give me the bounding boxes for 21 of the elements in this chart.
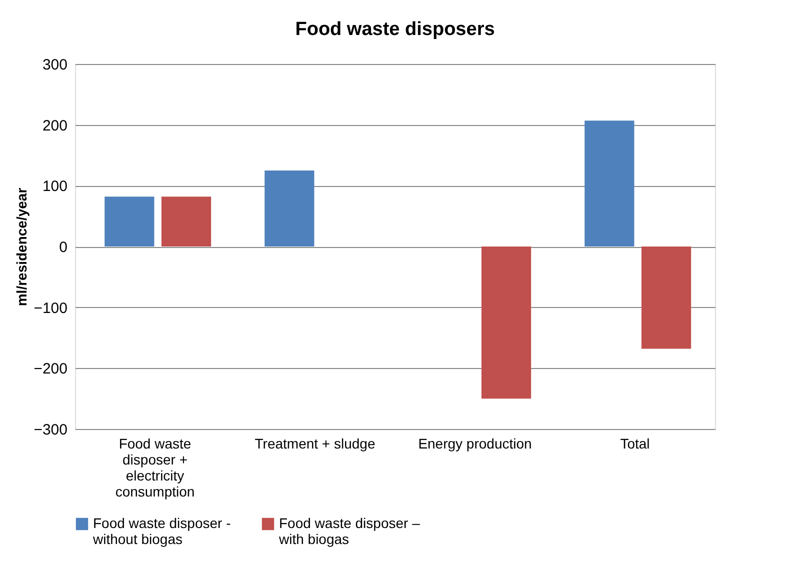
bar [584,120,634,246]
bar [161,196,212,246]
chart-title: Food waste disposers [295,19,495,40]
x-tick-label: Energy production [418,436,532,452]
y-tick-label: 0 [59,239,68,256]
y-axis-title: ml/residence/year [14,187,30,306]
legend-label: Food waste disposer - without biogas [92,515,232,547]
x-tick-label: Total [620,436,650,452]
bar [104,196,154,246]
bar [641,246,692,349]
y-tick-label: −200 [34,360,68,378]
x-tick-label: Treatment + sludge [254,436,376,452]
y-tick-label: −100 [34,300,68,317]
bar [264,170,314,246]
y-tick-label: 100 [42,178,68,196]
y-tick-label: 300 [42,56,68,74]
x-tick-label: Food waste disposer + electricity consumption [115,436,195,500]
bar [481,246,532,399]
y-tick-label: −300 [34,422,68,438]
legend-label: Food waste disposer – with biogas [278,515,420,547]
y-tick-label: 200 [42,117,68,134]
